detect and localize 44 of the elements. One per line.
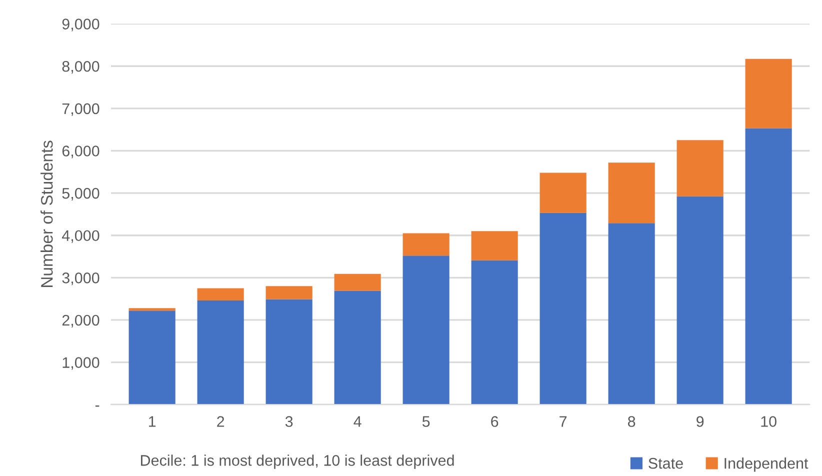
y-tick-label: 1,000 bbox=[62, 357, 100, 370]
y-tick-label: 2,000 bbox=[62, 314, 100, 328]
x-tick-label: 8 bbox=[628, 416, 636, 427]
legend-label: State bbox=[648, 458, 683, 469]
bar bbox=[334, 274, 381, 291]
x-tick-label: 6 bbox=[491, 416, 498, 427]
legend-label: Independent bbox=[724, 458, 808, 472]
bar bbox=[197, 288, 244, 301]
bar bbox=[676, 140, 724, 196]
bar bbox=[266, 286, 312, 300]
bar bbox=[471, 260, 518, 405]
x-tick-label: 4 bbox=[354, 416, 362, 427]
bar bbox=[128, 308, 176, 311]
bar bbox=[608, 223, 655, 405]
x-tick-label: 1 bbox=[148, 416, 156, 427]
x-tick-label: 9 bbox=[696, 416, 704, 427]
bar bbox=[676, 196, 724, 405]
bar bbox=[745, 128, 792, 405]
x-tick-label: 2 bbox=[217, 416, 224, 427]
y-tick-label: 5,000 bbox=[62, 188, 100, 201]
bar bbox=[608, 162, 655, 224]
y-tick-label: 6,000 bbox=[62, 146, 100, 158]
bar bbox=[745, 58, 792, 128]
bar bbox=[402, 256, 450, 405]
bar bbox=[540, 212, 586, 405]
x-tick-label: 10 bbox=[761, 416, 776, 427]
x-axis-title: Decile: 1 is most deprived, 10 is least deprived bbox=[140, 454, 454, 469]
y-tick-label: 4,000 bbox=[62, 230, 100, 243]
x-tick-label: 5 bbox=[422, 416, 430, 427]
bar bbox=[540, 172, 586, 213]
y-axis-title: Number of Students bbox=[40, 140, 53, 287]
x-tick-label: 7 bbox=[560, 416, 567, 427]
bar bbox=[471, 231, 518, 260]
bar bbox=[128, 310, 176, 405]
y-tick-label: 7,000 bbox=[62, 103, 100, 116]
bar bbox=[334, 290, 381, 405]
y-tick-label: 8,000 bbox=[62, 60, 100, 74]
y-tick-label: 9,000 bbox=[62, 18, 100, 32]
bar bbox=[266, 299, 312, 405]
bar bbox=[197, 300, 244, 405]
x-tick-label: 3 bbox=[285, 416, 293, 427]
y-tick-label: 3,000 bbox=[62, 272, 100, 286]
y-tick-label: - bbox=[95, 405, 100, 407]
bar bbox=[402, 233, 450, 256]
